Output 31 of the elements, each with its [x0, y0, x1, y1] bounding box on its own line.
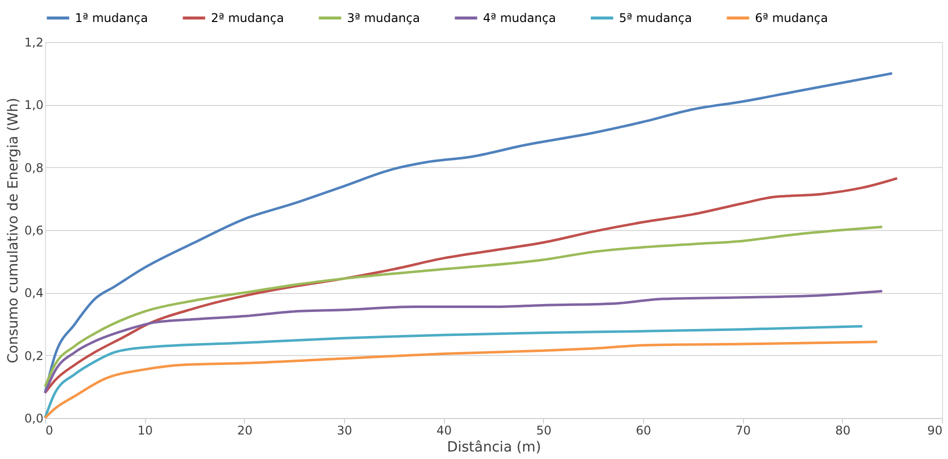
y-tick-label: 0,8	[24, 160, 44, 175]
x-tick-label: 10	[138, 424, 153, 438]
y-axis-title: Consumo cumulativo de Energia (Wh)	[5, 98, 22, 364]
x-tick-label: 80	[835, 424, 850, 438]
x-tick-label: 40	[436, 424, 452, 438]
legend-label: 4ª mudança	[483, 11, 556, 25]
x-tick-label: 0	[46, 424, 54, 438]
legend-label: 5ª mudança	[619, 11, 692, 25]
line-series	[44, 72, 894, 394]
y-tick-label: 0,4	[24, 286, 44, 300]
y-tick-label: 0,6	[24, 224, 44, 238]
line-series	[44, 177, 898, 394]
y-tick-label: 0,2	[24, 348, 44, 363]
x-tick-label: 70	[736, 424, 751, 438]
x-tick-label: 50	[536, 424, 552, 438]
x-tick-label: 30	[336, 424, 352, 438]
x-tick-label: 60	[636, 424, 652, 438]
line-series	[44, 290, 884, 394]
line-series	[44, 226, 884, 388]
x-tick-label: 20	[237, 424, 252, 438]
legend-label: 3ª mudança	[347, 11, 420, 25]
line-series	[44, 324, 864, 420]
legend-label: 2ª mudança	[211, 11, 284, 25]
y-tick-label: 1,2	[24, 36, 44, 50]
y-tick-label: 1,0	[24, 98, 44, 112]
y-tick-label: 0,0	[24, 412, 44, 426]
x-tick-label: 90	[927, 424, 942, 438]
legend-label: 1ª mudança	[75, 11, 148, 25]
x-axis-title: Distância (m)	[446, 440, 542, 456]
legend-label: 6ª mudança	[755, 11, 828, 25]
line-series	[44, 340, 878, 420]
